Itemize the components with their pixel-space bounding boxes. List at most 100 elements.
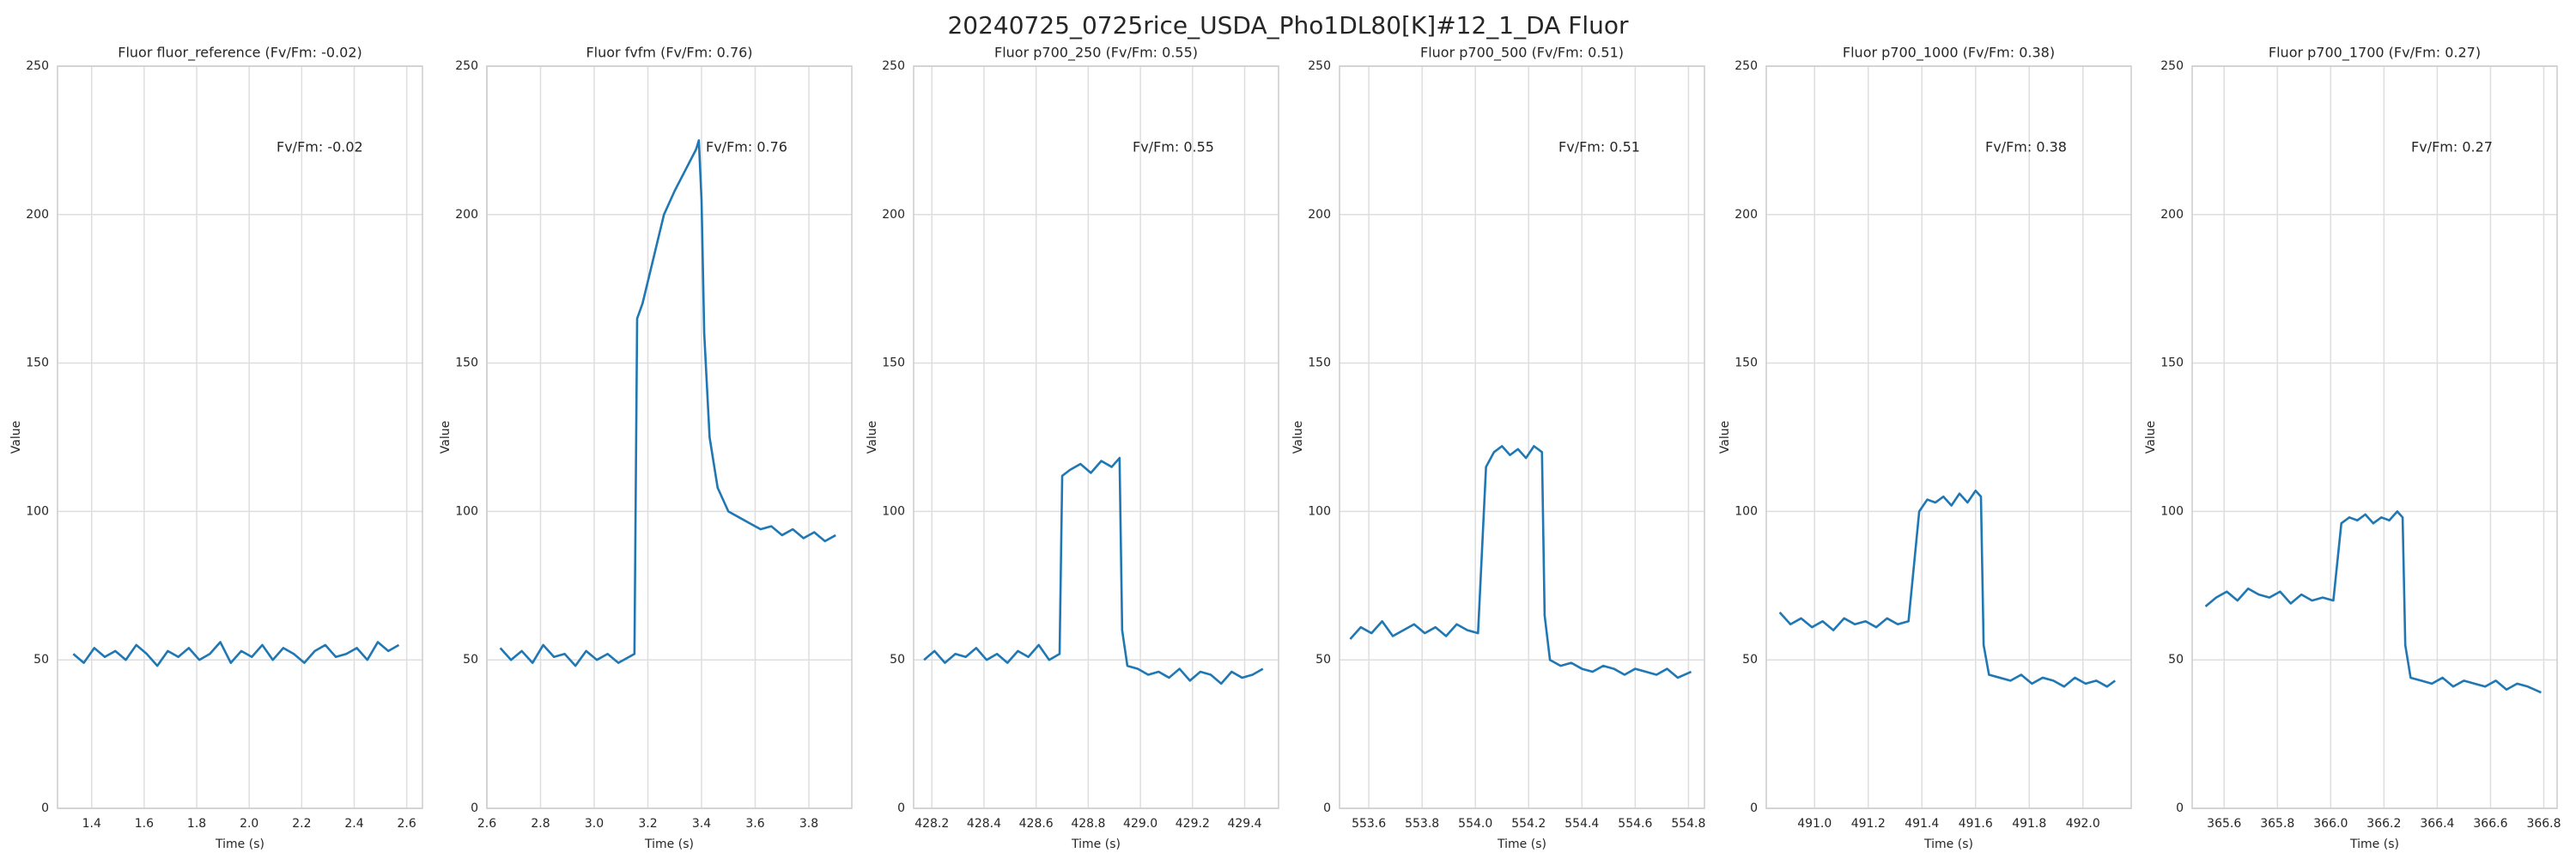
x-tick-label: 491.6 (1959, 817, 1993, 831)
y-tick-label: 200 (26, 208, 49, 222)
y-tick-label: 100 (1735, 504, 1758, 518)
annotation: Fv/Fm: 0.76 (706, 139, 787, 155)
y-tick-label: 250 (882, 59, 905, 73)
data-line (2204, 510, 2542, 694)
x-axis-label: Time (s) (2349, 838, 2399, 851)
axes-title: Fluor fvfm (Fv/Fm: 0.76) (586, 45, 752, 61)
x-tick-label: 428.6 (1019, 817, 1054, 831)
annotation: Fv/Fm: 0.38 (1985, 139, 2067, 155)
x-tick-label: 429.4 (1227, 817, 1261, 831)
y-tick-label: 200 (1308, 208, 1331, 222)
axes-title: Fluor fluor_reference (Fv/Fm: -0.02) (118, 45, 362, 62)
x-tick-label: 428.4 (967, 817, 1001, 831)
x-tick-label: 491.2 (1851, 817, 1886, 831)
y-tick-label: 0 (471, 801, 478, 815)
y-axis-label: Value (866, 421, 879, 454)
y-tick-label: 100 (26, 504, 49, 518)
y-tick-label: 50 (33, 653, 49, 667)
x-tick-label: 365.8 (2260, 817, 2294, 831)
x-tick-label: 2.6 (477, 817, 496, 831)
data-line (72, 641, 400, 667)
annotation: Fv/Fm: 0.27 (2411, 139, 2493, 155)
x-tick-label: 2.0 (240, 817, 258, 831)
y-axis-label: Value (9, 421, 23, 454)
y-tick-label: 50 (890, 653, 905, 667)
data-line (1778, 489, 2117, 688)
x-tick-label: 554.2 (1511, 817, 1546, 831)
data-line (923, 456, 1264, 685)
x-tick-label: 3.2 (638, 817, 657, 831)
x-tick-label: 3.8 (799, 817, 818, 831)
x-tick-label: 492.0 (2066, 817, 2100, 831)
y-tick-label: 250 (26, 59, 49, 73)
axes-title: Fluor p700_250 (Fv/Fm: 0.55) (994, 45, 1198, 62)
y-tick-label: 200 (1735, 208, 1758, 222)
x-tick-label: 1.6 (135, 817, 154, 831)
axes-frame (1339, 65, 1705, 809)
y-axis-label: Value (2144, 421, 2158, 454)
y-tick-label: 250 (2160, 59, 2184, 73)
x-tick-label: 553.6 (1352, 817, 1386, 831)
y-tick-label: 50 (2168, 653, 2184, 667)
y-tick-label: 100 (2160, 504, 2184, 518)
x-axis-label: Time (s) (1071, 838, 1121, 851)
x-tick-label: 491.4 (1905, 817, 1939, 831)
x-tick-label: 429.2 (1176, 817, 1210, 831)
y-tick-label: 50 (1742, 653, 1758, 667)
x-tick-label: 2.8 (531, 817, 550, 831)
x-tick-label: 3.4 (692, 817, 711, 831)
annotation: Fv/Fm: 0.55 (1133, 139, 1214, 155)
x-tick-label: 428.2 (914, 817, 949, 831)
y-axis-label: Value (439, 421, 453, 454)
y-tick-label: 200 (882, 208, 905, 222)
axes-frame (2191, 65, 2558, 809)
x-tick-label: 2.4 (344, 817, 363, 831)
y-tick-label: 100 (882, 504, 905, 518)
axes-frame (57, 65, 423, 809)
y-tick-label: 0 (41, 801, 49, 815)
y-tick-label: 50 (1315, 653, 1331, 667)
y-tick-label: 200 (455, 208, 478, 222)
figure-title: 20240725_0725rice_USDA_Pho1DL80[K]#12_1_… (947, 11, 1629, 40)
x-tick-label: 2.6 (398, 817, 416, 831)
x-tick-label: 366.6 (2473, 817, 2507, 831)
y-tick-label: 150 (1735, 356, 1758, 370)
x-tick-label: 1.8 (187, 817, 206, 831)
y-axis-label: Value (1291, 421, 1305, 454)
y-tick-label: 0 (1323, 801, 1331, 815)
y-tick-label: 0 (897, 801, 905, 815)
y-tick-label: 150 (455, 356, 478, 370)
x-tick-label: 553.8 (1405, 817, 1439, 831)
y-tick-label: 250 (1735, 59, 1758, 73)
x-tick-label: 554.4 (1564, 817, 1599, 831)
x-tick-label: 554.0 (1458, 817, 1492, 831)
x-axis-label: Time (s) (1497, 838, 1546, 851)
axes-frame (913, 65, 1279, 809)
x-tick-label: 1.4 (82, 817, 101, 831)
axes-frame (1765, 65, 2132, 809)
annotation: Fv/Fm: 0.51 (1558, 139, 1640, 155)
data-line (1349, 445, 1692, 679)
y-tick-label: 100 (1308, 504, 1331, 518)
x-axis-label: Time (s) (644, 838, 694, 851)
x-tick-label: 366.2 (2366, 817, 2401, 831)
axes-frame (486, 65, 853, 809)
y-tick-label: 100 (455, 504, 478, 518)
y-tick-label: 150 (882, 356, 905, 370)
x-axis-label: Time (s) (215, 838, 264, 851)
x-tick-label: 365.6 (2207, 817, 2241, 831)
y-tick-label: 50 (463, 653, 478, 667)
data-line (499, 139, 836, 667)
x-tick-label: 366.4 (2420, 817, 2454, 831)
x-tick-label: 429.0 (1123, 817, 1157, 831)
x-tick-label: 554.6 (1618, 817, 1652, 831)
axes-title: Fluor p700_500 (Fv/Fm: 0.51) (1420, 45, 1624, 62)
y-tick-label: 250 (1308, 59, 1331, 73)
y-tick-label: 150 (1308, 356, 1331, 370)
axes-title: Fluor p700_1700 (Fv/Fm: 0.27) (2269, 45, 2481, 62)
x-tick-label: 491.0 (1797, 817, 1832, 831)
x-tick-label: 366.0 (2313, 817, 2348, 831)
